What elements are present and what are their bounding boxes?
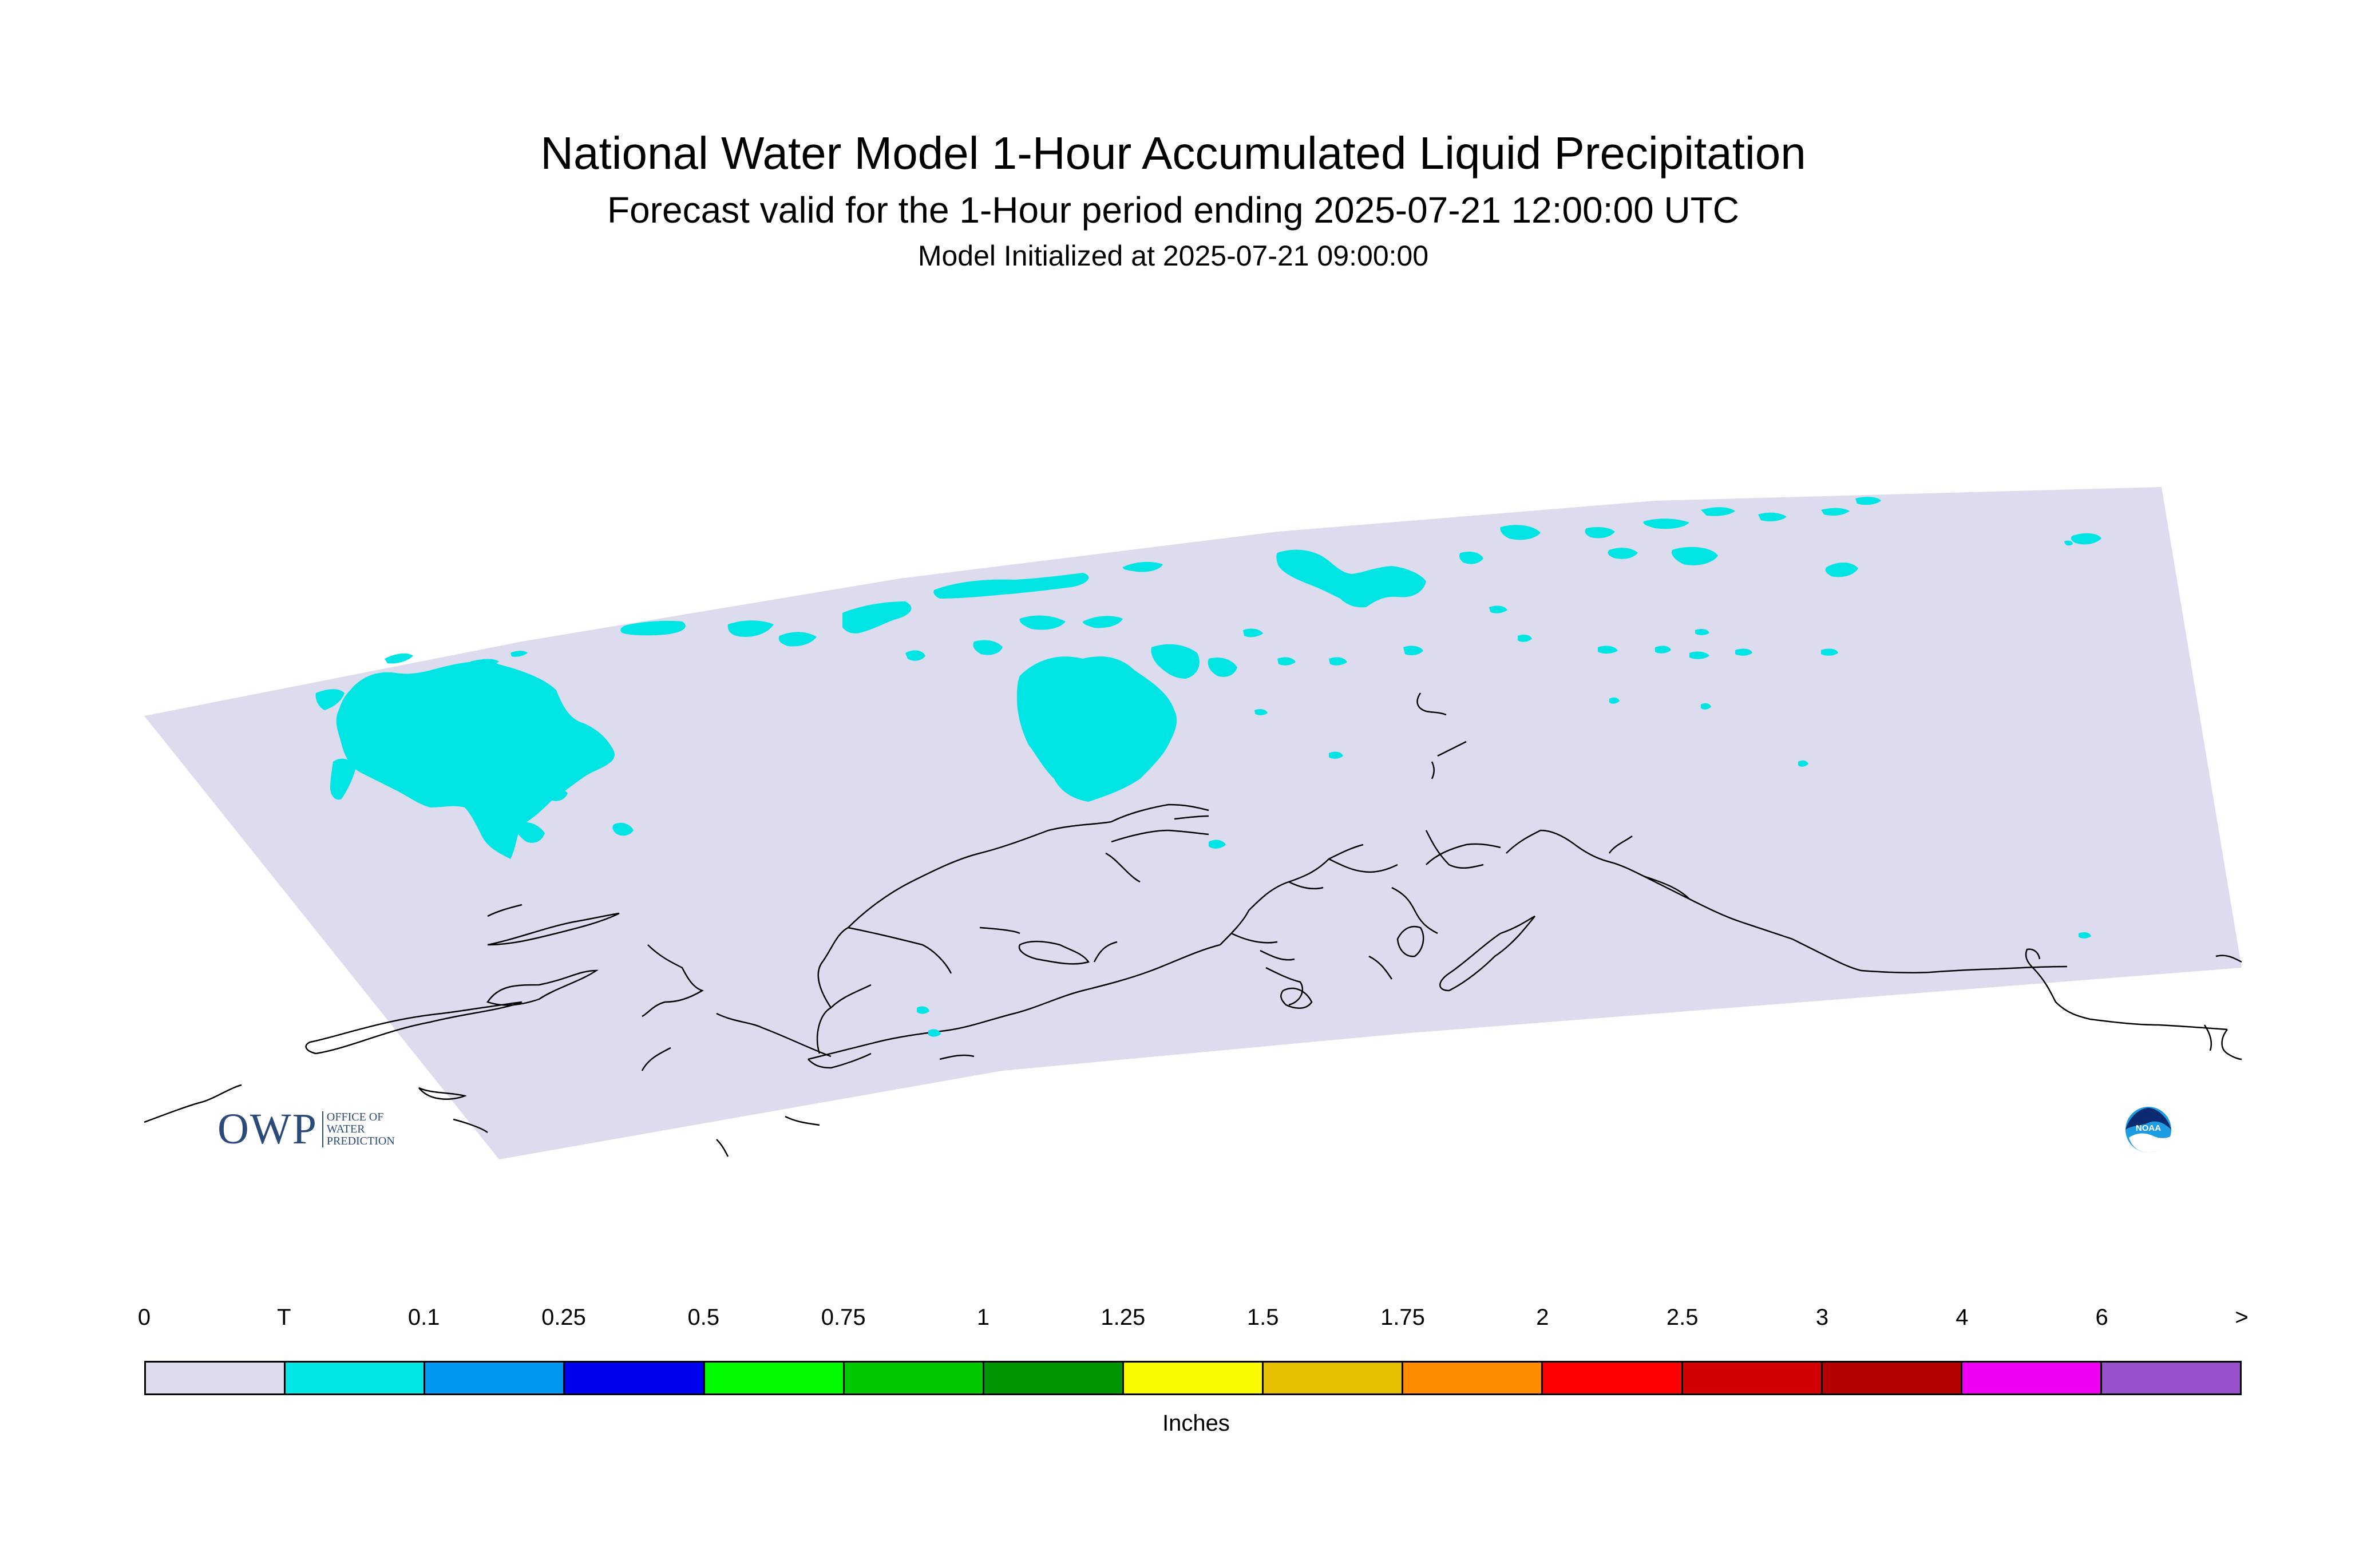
legend-swatch: [1683, 1363, 1823, 1393]
legend-tick-label: 0.25: [541, 1305, 586, 1330]
owp-logo-icon: OWP OFFICE OF WATER PREDICTION: [217, 1104, 395, 1154]
legend-swatch: [984, 1363, 1124, 1393]
precipitation-areas: [315, 497, 2101, 1037]
legend-tick-label: 1: [976, 1305, 990, 1330]
legend-swatch: [704, 1363, 845, 1393]
owp-logo-text: OFFICE OF WATER PREDICTION: [322, 1111, 395, 1147]
legend-tick-label: 1.75: [1380, 1305, 1425, 1330]
legend-swatch: [425, 1363, 565, 1393]
legend-tick-label: 4: [1956, 1305, 1969, 1330]
legend-tick-label: 1.5: [1246, 1305, 1279, 1330]
legend-swatch: [146, 1363, 286, 1393]
legend-tick-label: T: [277, 1305, 291, 1330]
legend-tick-label: 0.1: [407, 1305, 440, 1330]
legend-swatch: [1822, 1363, 1962, 1393]
legend-tick-label: 0.75: [821, 1305, 866, 1330]
legend-tick-label: 3: [1815, 1305, 1829, 1330]
legend-tick-label: 6: [2095, 1305, 2108, 1330]
legend-swatch: [565, 1363, 705, 1393]
legend-swatch: [1403, 1363, 1543, 1393]
legend-swatch: [1543, 1363, 1683, 1393]
legend-swatch: [286, 1363, 426, 1393]
noaa-logo-icon: NOAA: [2124, 1106, 2172, 1154]
legend-tick-label: 1.25: [1101, 1305, 1146, 1330]
legend-units: Inches: [1162, 1411, 1230, 1436]
legend-color-bar: [144, 1361, 2242, 1395]
forecast-subtitle: Forecast valid for the 1-Hour period end…: [607, 189, 1740, 231]
owp-logo-mark: OWP: [217, 1105, 318, 1153]
legend-tick-label: 0: [137, 1305, 151, 1330]
owp-text-line: WATER: [326, 1123, 365, 1135]
model-domain: [144, 487, 2242, 1159]
legend-tick-label: 0.5: [687, 1305, 720, 1330]
legend-swatch: [1264, 1363, 1404, 1393]
legend-swatch: [1962, 1363, 2102, 1393]
legend-tick-label: >: [2235, 1305, 2249, 1330]
precipitation-map: [144, 487, 2242, 1159]
legend-swatch: [2101, 1363, 2241, 1393]
owp-text-line: OFFICE OF: [326, 1111, 384, 1123]
legend-tick-label: 2.5: [1666, 1305, 1699, 1330]
owp-text-line: PREDICTION: [326, 1135, 395, 1147]
noaa-logo-text: NOAA: [2136, 1123, 2161, 1133]
legend-swatch: [844, 1363, 984, 1393]
coastlines: [144, 692, 2242, 1157]
color-legend: 0 T 0.1 0.25 0.5 0.75 1 1.25 1.5 1.75 2 2.5 3 4 6 >: [0, 1305, 2375, 1454]
legend-swatch: [1123, 1363, 1264, 1393]
legend-tick-label: 2: [1536, 1305, 1549, 1330]
map-title: National Water Model 1-Hour Accumulated …: [540, 128, 1806, 179]
initialized-subtitle: Model Initialized at 2025-07-21 09:00:00: [917, 240, 1429, 272]
